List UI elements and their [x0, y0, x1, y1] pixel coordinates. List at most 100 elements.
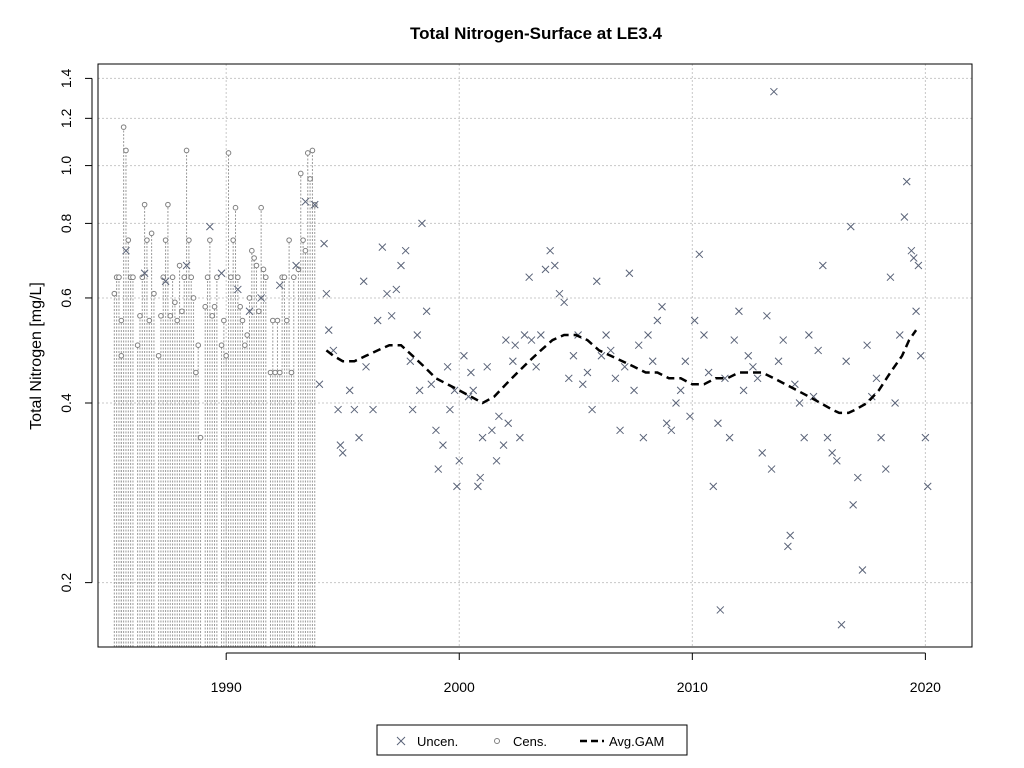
uncen-point-51: [467, 368, 475, 377]
gam-path: [325, 329, 918, 415]
uncen-point-83: [597, 351, 606, 360]
cens-point-17: [151, 290, 157, 297]
cens-point-7: [125, 237, 132, 243]
uncen-point-158: [923, 482, 932, 491]
uncen-point-94: [648, 357, 657, 366]
cens-point-67: [276, 369, 283, 376]
uncen-point-23: [355, 433, 363, 442]
uncen-point-54: [476, 473, 485, 482]
uncen-point-109: [716, 606, 725, 614]
cens-point-28: [179, 308, 185, 315]
uncen-point-148: [891, 399, 899, 407]
uncen-point-29: [383, 289, 391, 298]
uncen-point-48: [455, 456, 464, 465]
uncen-point-144: [872, 374, 881, 383]
uncen-point-18: [334, 405, 342, 414]
uncen-point-112: [730, 336, 739, 344]
cens-point-43: [218, 342, 225, 348]
x-tick-label-2: 2010: [677, 679, 708, 695]
uncen-point-105: [700, 331, 708, 339]
uncen-point-26: [369, 405, 377, 414]
cens-point-61: [260, 266, 267, 273]
cens-point-77: [302, 247, 309, 254]
cens-point-19: [158, 313, 164, 319]
cens-point-23: [167, 313, 174, 319]
uncen-point-52: [469, 386, 478, 395]
cens-point-25: [172, 299, 178, 306]
cens-point-63: [267, 369, 274, 376]
uncen-point-113: [735, 307, 743, 316]
uncen-point-60: [499, 441, 508, 449]
cens-point-35: [195, 342, 202, 348]
uncen-point-84: [602, 331, 610, 339]
uncen-point-100: [676, 386, 685, 395]
uncen-point-124: [784, 542, 792, 551]
uncen-point-132: [818, 261, 827, 270]
uncen-point-116: [749, 362, 757, 371]
cens-point-41: [211, 303, 218, 310]
cens-point-37: [202, 303, 209, 310]
uncen-point-96: [658, 302, 666, 311]
uncen-point-76: [564, 374, 573, 383]
cens-point-58: [253, 262, 260, 269]
uncen-point-74: [555, 289, 564, 298]
cens-point-9: [130, 274, 136, 281]
uncen-point-125: [786, 531, 795, 540]
legend-box: [376, 724, 688, 756]
x-axis: 1990 2000 2010 2020: [211, 652, 941, 695]
uncen-point-79: [578, 380, 587, 389]
cens-point-36: [197, 434, 204, 441]
uncen-point-157: [921, 433, 930, 442]
uncen-point-107: [709, 482, 718, 491]
uncen-point-151: [902, 177, 911, 186]
cens-point-0: [111, 290, 118, 297]
uncen-point-40: [427, 380, 436, 389]
uncen-point-6: [233, 285, 242, 294]
uncen-point-12: [310, 200, 319, 209]
uncen-point-62: [504, 419, 513, 428]
uncen-point-15: [322, 289, 331, 298]
cens-point-57: [251, 255, 257, 261]
uncen-point-14: [320, 239, 328, 248]
uncen-point-119: [763, 311, 771, 320]
uncen-point-98: [667, 426, 676, 435]
uncen-point-32: [397, 261, 405, 270]
uncen-point-146: [881, 465, 890, 473]
uncen-point-121: [770, 87, 778, 96]
uncen-point-43: [439, 441, 447, 449]
uncen-point-93: [644, 331, 652, 339]
uncen-point-140: [853, 473, 862, 482]
uncen-point-71: [541, 265, 550, 274]
legend-gam-label: Avg.GAM: [609, 734, 664, 749]
cens-point-16: [148, 230, 155, 237]
cens-point-45: [223, 352, 229, 359]
cens-point-6: [123, 147, 129, 154]
uncen-point-134: [828, 449, 837, 457]
uncen-point-27: [373, 316, 382, 325]
uncen-point-33: [401, 246, 410, 255]
cens-point-65: [272, 369, 278, 376]
cens-point-26: [174, 317, 181, 324]
cens-point-55: [246, 295, 253, 301]
uncen-point-3: [182, 261, 191, 270]
uncen-point-95: [653, 316, 662, 325]
uncen-point-155: [914, 261, 923, 270]
legend-cens-marker: [494, 738, 500, 744]
uncen-point-58: [492, 456, 501, 465]
uncen-point-1: [140, 269, 149, 278]
uncen-point-64: [511, 341, 520, 350]
uncen-point-28: [378, 243, 387, 251]
y-axis-label: Total Nitrogen [mg/L]: [28, 282, 45, 430]
uncen-point-90: [630, 386, 638, 395]
uncen-point-8: [257, 294, 266, 302]
cens-point-44: [221, 317, 227, 324]
uncen-point-77: [569, 351, 578, 360]
x-tick-label-3: 2020: [910, 679, 941, 695]
uncen-point-104: [695, 250, 704, 259]
y-axis: 0.2 0.4 0.6 0.8 1.0 1.2 1.4: [58, 68, 93, 592]
cens-point-60: [258, 204, 264, 211]
uncen-point-44: [443, 362, 452, 371]
legend-uncen-label: Uncen.: [417, 734, 458, 749]
uncen-point-101: [681, 357, 690, 366]
uncen-point-86: [611, 374, 620, 383]
